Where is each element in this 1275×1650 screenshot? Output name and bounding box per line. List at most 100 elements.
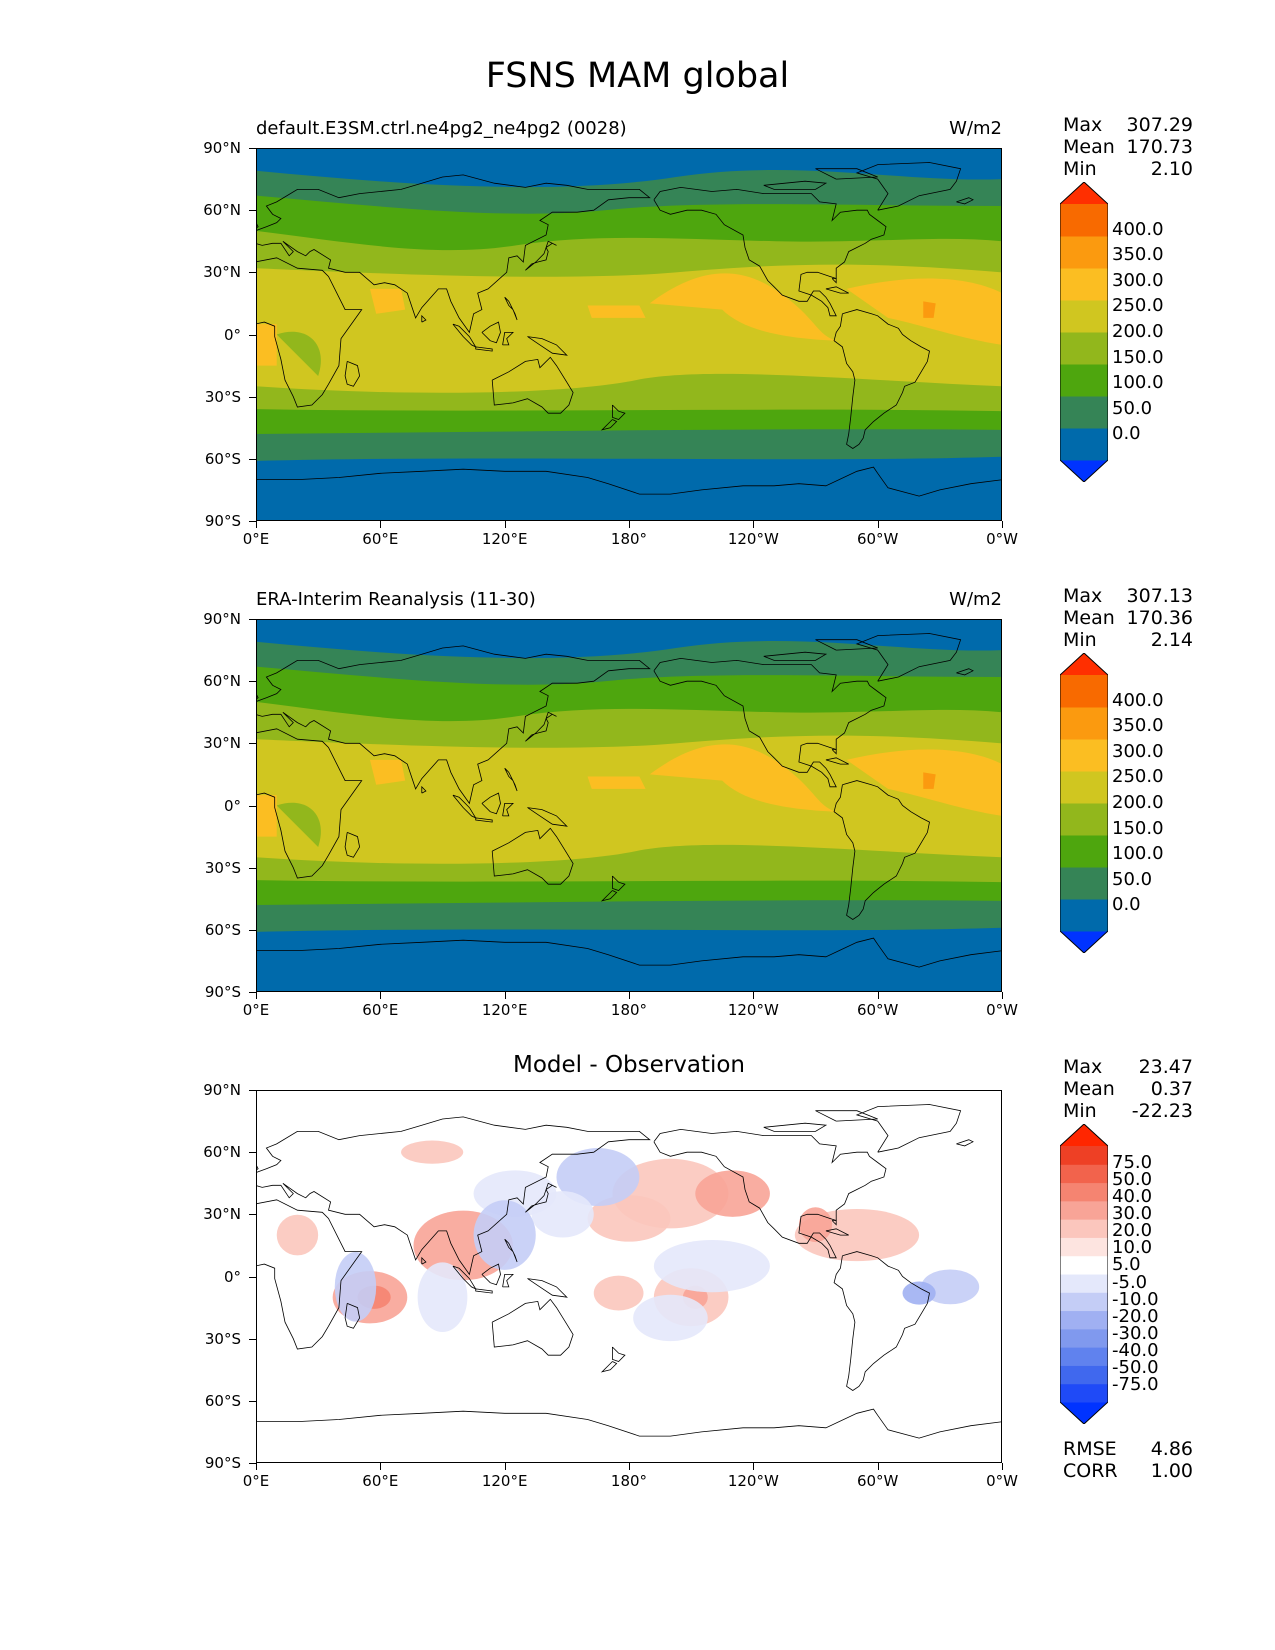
coastlines xyxy=(256,633,1002,968)
coastline xyxy=(504,1238,518,1263)
colorbar-swatch xyxy=(1060,835,1108,868)
lat-tick-mark xyxy=(249,1463,256,1464)
stat-value: 170.73 xyxy=(1126,136,1193,158)
colorbar-swatch xyxy=(1060,428,1108,461)
colorbar-tick-label: -5.0 xyxy=(1112,1271,1148,1293)
colorbar-swatch xyxy=(1060,332,1108,365)
lat-tick-mark xyxy=(249,458,256,460)
coastline xyxy=(481,792,501,815)
lat-tick-mark xyxy=(249,272,256,274)
colorbar-tick-label: 150.0 xyxy=(1112,817,1164,839)
diff-anomaly xyxy=(401,1140,464,1164)
colorbar-tick-label: 0.0 xyxy=(1112,894,1141,916)
lat-tick-mark xyxy=(249,1400,256,1402)
lat-tick-mark xyxy=(249,929,256,931)
coastline xyxy=(491,1298,574,1356)
colorbar-swatch xyxy=(1060,236,1108,269)
lon-tick-mark xyxy=(380,521,382,528)
stat-label: Max xyxy=(1063,585,1103,607)
diff-anomaly xyxy=(593,1275,644,1311)
lat-tick-label: 90°N xyxy=(203,610,241,628)
colorbar-swatch xyxy=(1060,204,1108,237)
coastline xyxy=(653,1128,887,1259)
colorbar-tick-label: 100.0 xyxy=(1112,372,1164,394)
colorbar-swatch xyxy=(1060,1200,1108,1220)
coastlines xyxy=(256,1104,1002,1439)
coastline xyxy=(825,757,849,765)
coastline xyxy=(855,633,962,682)
lat-tick-mark xyxy=(249,1152,256,1154)
colorbar-swatch xyxy=(1060,1292,1108,1312)
colorbar-swatch xyxy=(1060,1328,1108,1348)
lon-tick-mark xyxy=(256,992,257,999)
diff-anomaly xyxy=(798,1207,833,1243)
lat-tick-label: 90°S xyxy=(204,983,241,1001)
lon-tick-mark xyxy=(504,992,506,999)
colorbar-swatch xyxy=(1060,1124,1108,1146)
lon-tick-mark xyxy=(753,1463,755,1470)
lon-tick-label: 60°W xyxy=(856,1472,899,1490)
lon-tick-mark xyxy=(256,521,257,528)
diff-anomaly xyxy=(417,1262,468,1333)
coastline xyxy=(855,1104,962,1153)
lat-tick-mark xyxy=(249,1090,256,1091)
field-band-300 xyxy=(649,744,837,812)
lat-tick-label: 30°N xyxy=(203,1205,241,1224)
colorbar-swatch xyxy=(1060,1255,1108,1275)
colorbar-swatch xyxy=(1060,653,1108,675)
lon-tick-label: 60°W xyxy=(856,530,899,548)
colorbar-tick-label: 300.0 xyxy=(1112,269,1164,291)
lon-tick-label: 120°W xyxy=(727,1001,779,1019)
lon-tick-label: 0°W xyxy=(986,1001,1018,1019)
colorbar-swatch xyxy=(1060,460,1108,482)
lon-tick-mark xyxy=(753,992,755,999)
colorbar-tick-label: -20.0 xyxy=(1112,1305,1159,1327)
colorbar-tick-label: 250.0 xyxy=(1112,295,1164,317)
coastline xyxy=(256,728,363,879)
coastline xyxy=(527,336,568,356)
lon-tick-label: 0°W xyxy=(986,530,1018,548)
diff-anomaly xyxy=(902,1281,936,1305)
stat-label: Min xyxy=(1063,158,1097,180)
colorbar-swatch xyxy=(1060,1219,1108,1238)
colorbar xyxy=(1059,1123,1109,1425)
coastline xyxy=(611,875,626,891)
coastline xyxy=(525,711,557,742)
coastline xyxy=(256,1116,651,1276)
field-band-350 xyxy=(923,301,936,318)
colorbar-swatch xyxy=(1060,268,1108,301)
colorbar-tick-label: 10.0 xyxy=(1112,1237,1153,1259)
lat-tick-label: 60°N xyxy=(203,201,241,220)
lon-tick-mark xyxy=(877,1463,879,1470)
lon-tick-mark xyxy=(877,521,879,528)
lat-tick-label: 0° xyxy=(223,325,241,344)
colorbar-tick-label: 400.0 xyxy=(1112,218,1164,240)
field-band-300 xyxy=(256,324,277,366)
colorbar-swatch xyxy=(1060,364,1108,397)
coastline xyxy=(481,321,501,344)
lat-tick-label: 60°S xyxy=(204,449,241,468)
lat-tick-mark xyxy=(249,681,256,683)
colorbar xyxy=(1059,652,1109,954)
lon-tick-label: 0°E xyxy=(242,530,270,548)
stat-value: 23.47 xyxy=(1138,1056,1193,1078)
coastline xyxy=(491,827,574,885)
stat-value: 307.13 xyxy=(1126,585,1193,607)
colorbar-tick-label: 150.0 xyxy=(1112,346,1164,368)
colorbar-tick-label: 0.0 xyxy=(1112,423,1141,445)
lon-tick-label: 120°W xyxy=(727,530,779,548)
stat-label: Mean xyxy=(1063,136,1115,158)
lon-tick-mark xyxy=(504,521,506,528)
colorbar-tick-label: 50.0 xyxy=(1112,868,1153,890)
diff-anomaly xyxy=(556,1148,640,1207)
colorbar-swatch xyxy=(1060,899,1108,932)
coastline xyxy=(763,651,828,661)
lat-tick-label: 90°S xyxy=(204,512,241,530)
lat-tick-label: 60°S xyxy=(204,1391,241,1410)
colorbar-swatch xyxy=(1060,1164,1108,1184)
stat-value: 2.10 xyxy=(1150,158,1193,180)
lat-tick-mark xyxy=(249,148,256,149)
lon-tick-mark xyxy=(877,992,879,999)
colorbar-swatch xyxy=(1060,707,1108,740)
lon-tick-mark xyxy=(1002,992,1003,999)
